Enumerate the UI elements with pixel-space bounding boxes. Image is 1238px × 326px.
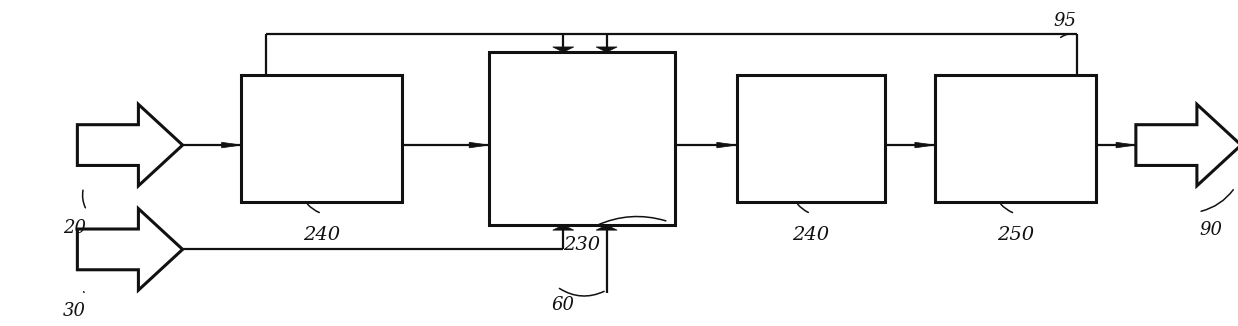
Text: 30: 30 bbox=[63, 302, 85, 320]
Polygon shape bbox=[1117, 142, 1136, 148]
Polygon shape bbox=[717, 142, 737, 148]
Polygon shape bbox=[553, 47, 574, 52]
Bar bbox=[935, 75, 1096, 202]
Polygon shape bbox=[597, 225, 618, 230]
Text: 90: 90 bbox=[1200, 221, 1222, 239]
Bar bbox=[489, 52, 675, 225]
Text: 20: 20 bbox=[63, 219, 85, 237]
Polygon shape bbox=[77, 209, 183, 290]
Bar bbox=[241, 75, 402, 202]
Bar bbox=[737, 75, 885, 202]
Text: 240: 240 bbox=[303, 226, 340, 244]
Polygon shape bbox=[553, 225, 574, 230]
Polygon shape bbox=[597, 47, 618, 52]
Text: 250: 250 bbox=[997, 226, 1034, 244]
Polygon shape bbox=[222, 142, 241, 148]
Text: 230: 230 bbox=[563, 235, 600, 254]
Polygon shape bbox=[77, 104, 183, 186]
Polygon shape bbox=[915, 142, 935, 148]
Polygon shape bbox=[469, 142, 489, 148]
Polygon shape bbox=[1136, 104, 1238, 186]
Text: 240: 240 bbox=[792, 226, 829, 244]
Text: 60: 60 bbox=[552, 296, 574, 314]
Text: 95: 95 bbox=[1054, 12, 1076, 30]
